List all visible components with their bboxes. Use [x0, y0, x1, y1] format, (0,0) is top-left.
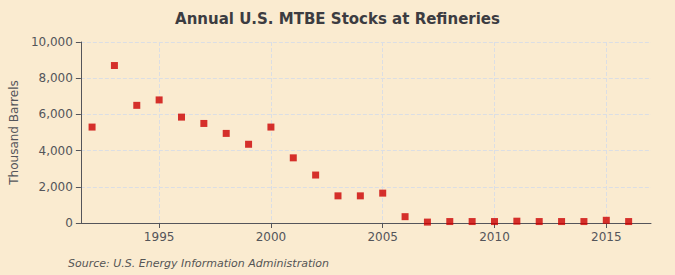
svg-text:1995: 1995: [144, 230, 175, 244]
svg-text:2005: 2005: [367, 230, 398, 244]
svg-text:6,000: 6,000: [39, 107, 73, 121]
svg-text:2015: 2015: [591, 230, 622, 244]
svg-text:10,000: 10,000: [31, 35, 73, 49]
svg-text:Source: U.S. Energy Informatio: Source: U.S. Energy Information Administ…: [68, 257, 329, 270]
svg-text:Annual U.S. MTBE Stocks at Ref: Annual U.S. MTBE Stocks at Refineries: [175, 10, 500, 28]
svg-text:2,000: 2,000: [39, 180, 73, 194]
svg-text:2000: 2000: [256, 230, 287, 244]
svg-text:Thousand Barrels: Thousand Barrels: [7, 80, 21, 185]
svg-text:0: 0: [65, 216, 73, 230]
svg-text:8,000: 8,000: [39, 71, 73, 85]
svg-text:4,000: 4,000: [39, 144, 73, 158]
svg-text:2010: 2010: [479, 230, 510, 244]
